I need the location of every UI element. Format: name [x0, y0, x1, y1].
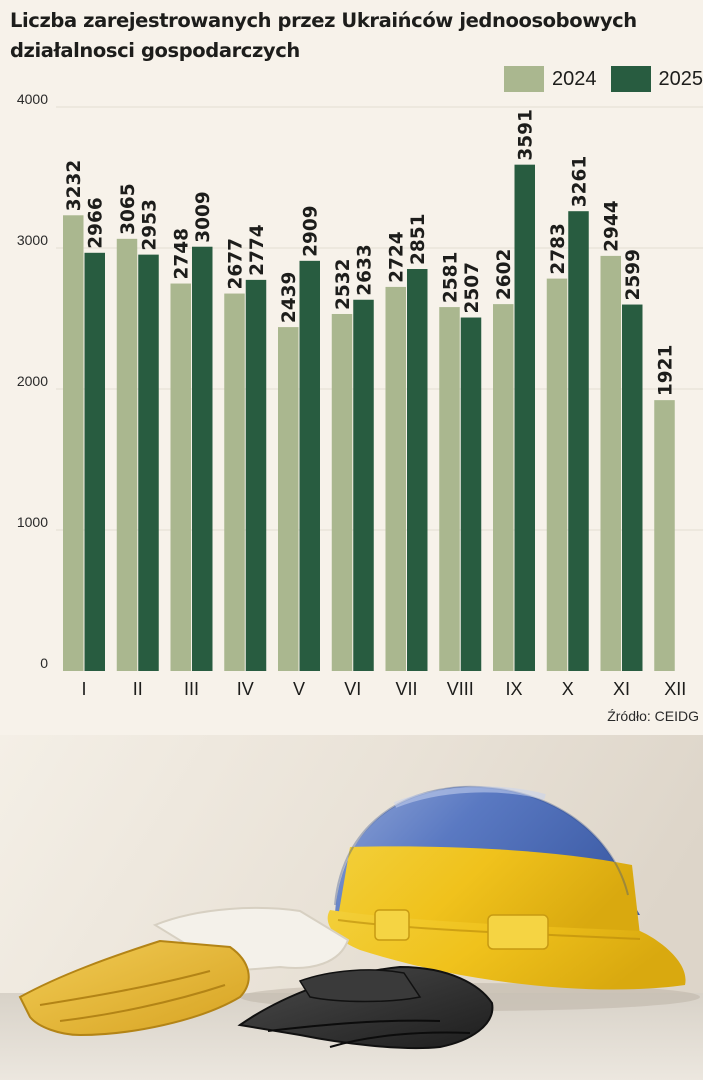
data-label-2025-I: 2966	[86, 197, 107, 249]
y-tick-label: 0	[40, 655, 48, 671]
source-note: Źródło: CEIDG	[607, 708, 699, 724]
bar-2025-X	[568, 211, 589, 671]
data-label-2025-XI: 2599	[623, 249, 644, 301]
bar-2024-X	[546, 278, 568, 671]
legend-swatch-2025	[610, 66, 651, 92]
bar-2024-VIII	[439, 307, 460, 671]
bar-2024-XII	[654, 400, 675, 671]
y-tick-label: 2000	[17, 373, 48, 389]
bar-2025-IV	[245, 279, 267, 671]
data-label-2024-IX: 2602	[494, 249, 515, 301]
y-tick-label: 3000	[17, 232, 48, 248]
x-tick-label: VIII	[447, 679, 474, 699]
bar-2025-VII	[407, 269, 428, 671]
data-label-2025-III: 3009	[193, 191, 214, 243]
data-label-2024-XII: 1921	[656, 345, 677, 397]
x-tick-label: III	[184, 679, 199, 699]
legend-item-2025: 2025	[610, 66, 703, 92]
data-label-2024-VI: 2532	[333, 258, 354, 310]
x-tick-label: II	[133, 679, 143, 699]
data-label-2025-VIII: 2507	[462, 262, 483, 314]
bar-2025-IX	[514, 164, 535, 671]
bar-2024-V	[278, 327, 299, 671]
bar-2025-III	[192, 246, 213, 671]
bars	[63, 164, 675, 671]
data-label-2025-II: 2953	[140, 199, 161, 251]
x-tick-label: XII	[664, 679, 686, 699]
chart-title-line-1: Liczba zarejestrowanych przez Ukraińców …	[10, 9, 637, 32]
data-label-2024-V: 2439	[279, 272, 300, 324]
legend-label-2025: 2025	[658, 67, 703, 90]
x-tick-label: VI	[344, 679, 361, 699]
data-label-2025-IX: 3591	[516, 109, 537, 161]
data-label-2025-IV: 2774	[247, 224, 268, 276]
x-tick-label: XI	[613, 679, 630, 699]
data-label-2024-IV: 2677	[226, 238, 247, 290]
chart-title: Liczba zarejestrowanych przez Ukraińców …	[10, 6, 637, 66]
bar-2025-VIII	[460, 317, 482, 671]
data-label-2024-X: 2783	[548, 223, 569, 275]
data-label-2025-X: 3261	[570, 156, 591, 208]
bar-2024-III	[170, 283, 191, 671]
data-label-2025-VI: 2633	[355, 244, 376, 296]
x-tick-label: X	[562, 679, 574, 699]
data-label-2024-II: 3065	[118, 183, 139, 235]
x-tick-label: VII	[395, 679, 417, 699]
legend-swatch-2024	[504, 66, 544, 92]
data-label-2024-I: 3232	[64, 160, 85, 212]
hard-hat-and-gloves-illustration	[0, 735, 703, 1080]
chart-title-line-2: działalnosci gospodarczych	[10, 39, 300, 62]
legend-item-2024: 2024	[504, 66, 597, 92]
x-tick-label: I	[81, 679, 86, 699]
bar-2024-II	[116, 238, 138, 671]
x-tick-label: V	[293, 679, 305, 699]
bar-2024-IV	[224, 293, 245, 671]
bar-2024-VII	[385, 286, 406, 671]
x-tick-label: IV	[237, 679, 254, 699]
bar-2024-XI	[600, 255, 621, 671]
y-axis-tick-labels: 0 1000 2000 3000 4000	[17, 91, 48, 671]
data-label-2024-XI: 2944	[602, 200, 623, 252]
bar-2024-IX	[493, 304, 514, 671]
bar-2025-XI	[622, 304, 643, 671]
legend-label-2024: 2024	[552, 67, 597, 90]
data-label-2024-VII: 2724	[387, 231, 408, 283]
x-tick-label: IX	[505, 679, 522, 699]
x-axis-tick-labels: I II III IV V VI VII VIII IX X XI XII	[81, 679, 686, 699]
bar-2024-VI	[331, 313, 353, 671]
gridlines	[56, 106, 703, 531]
bar-2025-I	[84, 252, 105, 671]
data-label-2024-VIII: 2581	[441, 252, 462, 304]
bar-2025-V	[299, 260, 320, 671]
data-label-2024-III: 2748	[172, 228, 193, 280]
bar-2025-VI	[353, 299, 374, 671]
data-label-2025-V: 2909	[301, 205, 322, 257]
y-tick-label: 1000	[17, 514, 48, 530]
y-tick-label: 4000	[17, 91, 48, 107]
data-label-2025-VII: 2851	[408, 214, 429, 266]
bar-2024-I	[63, 215, 84, 671]
legend: 2024 2025	[490, 66, 703, 92]
bar-2025-II	[138, 254, 159, 671]
